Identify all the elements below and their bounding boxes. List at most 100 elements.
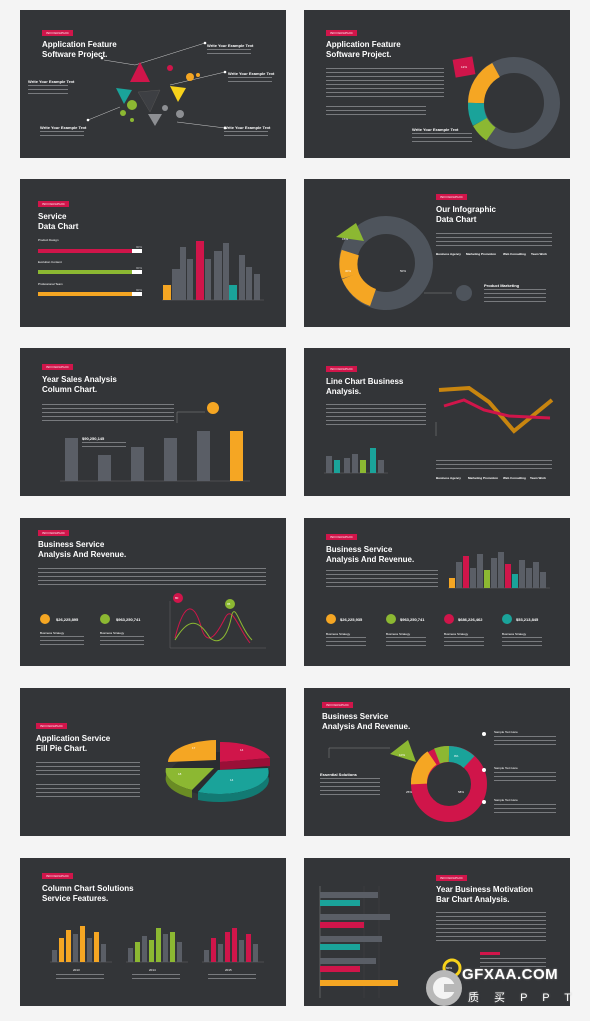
value-4: $53,213,845 [516,617,539,622]
donut-pct-3: 15% [342,237,349,241]
value-label: $90,250,145 [82,436,105,441]
badge-1: 80 [175,596,179,600]
slide-title: Business Service Analysis And Revenue. [38,540,126,560]
tag-badge: INFOGRAPHIC [42,364,74,370]
grouped-column-chart [50,926,264,963]
year-3-text [208,974,256,982]
column-chart [162,241,264,301]
caption-text [412,133,472,143]
slide-title: Application Feature Software Project. [326,40,401,60]
label-3-text [228,77,272,84]
title-line-2: Software Project. [326,50,392,59]
body-text [36,762,140,776]
title-line-1: Application Feature [42,40,117,49]
item-title-1: Sample Text Here [494,730,518,734]
label-3: Write Your Example Text [228,71,275,76]
donut-chart [452,56,560,149]
col-label-1: Business Agency [436,252,461,256]
badge-2: 95 [227,602,231,606]
bar-label-1: Product Design [38,238,59,242]
item-title-2: Sample Text Here [494,766,518,770]
slide-7[interactable]: INFOGRAPHIC Business Service Analysis An… [20,518,286,666]
slice-label-3: 14 [230,778,234,782]
slide-title: Line Chart Business Analysis. [326,377,403,397]
sub-1: Business Strategy [326,632,351,636]
pct-small: 12% [461,65,468,69]
sub-3: Business Strategy [444,632,469,636]
title-line-1: Our Infographic [436,205,496,214]
red-dot [444,614,454,624]
slide-9[interactable]: INFOGRAPHIC Application Service Fill Pie… [20,688,286,836]
col-label-4: Team Work [531,252,547,256]
slide-6[interactable]: INFOGRAPHIC Line Chart Business Analysis… [304,348,570,496]
slide-8[interactable]: INFOGRAPHIC Business Service Analysis An… [304,518,570,666]
line-chart [169,593,266,649]
slide-title: Business Service Analysis And Revenue. [322,712,410,732]
slide-5[interactable]: INFOGRAPHIC Year Sales Analysis Column C… [20,348,286,496]
sub-2: Business Strategy [100,631,125,635]
feature-title: Product Marketing [484,283,520,288]
sub-3-text [444,637,484,647]
body-text [38,568,266,586]
triangle-infographic [86,41,227,130]
orange-dot [326,614,336,624]
col-label-2: Marketing Promotion [466,252,497,256]
slice-label-1: 17 [192,746,196,750]
value-2: $963,250,741 [400,617,425,622]
gauge-label: 60% [446,966,453,970]
body-text-2 [326,106,426,118]
item-text-2 [494,772,556,784]
green-dot [386,614,396,624]
label-5-text [224,131,268,138]
tag-badge: INFOGRAPHIC [326,30,358,36]
feature-text [484,289,546,303]
slide-1[interactable]: INFOGRAPHIC Application Feature Software… [20,10,286,158]
bar-pct-3: 90% [136,288,143,292]
slide-10[interactable]: INFOGRAPHIC Business Service Analysis An… [304,688,570,836]
value-1: $26,225,935 [340,617,363,622]
bar-caption [480,958,546,970]
bar-pct-1: 90% [136,245,143,249]
body-text [42,404,174,422]
body-text [326,570,438,590]
tag-badge: INFOGRAPHIC [42,30,74,36]
feature-text [320,778,380,798]
tag-badge: INFOGRAPHIC [42,873,74,879]
label-2-text [28,85,68,95]
value-2: $963,250,741 [116,617,141,622]
progress-bar-1 [38,249,142,253]
title-line-2: Analysis. [326,387,362,396]
donut-pct-2: 9% [454,754,459,758]
slide-title: Column Chart Solutions Service Features. [42,884,134,904]
watermark-brand: GFXAA.COM [462,966,559,983]
progress-bar-2 [38,270,142,274]
title-line-1: Year Business Motivation [436,885,533,894]
feature-title: Essential Solutions [320,772,357,777]
tag-badge: INFOGRAPHIC [436,194,468,200]
body-text [436,233,552,249]
title-line-2: Data Chart [38,222,79,231]
donut-pct-4: 58% [458,790,465,794]
label-1: Write Your Example Text [207,43,254,48]
tag-badge: INFOGRAPHIC [436,875,468,881]
slide-3[interactable]: INFOGRAPHIC Service Data Chart Product D… [20,179,286,327]
slice-label-2: 14 [240,748,244,752]
tag-badge: INFOGRAPHIC [38,201,70,207]
slide-2[interactable]: INFOGRAPHIC Application Feature Software… [304,10,570,158]
slice-label-4: 18 [178,772,182,776]
slide-4[interactable]: INFOGRAPHIC Our Infographic Data Chart B… [304,179,570,327]
body-text-2 [36,784,140,798]
year-1-text [56,974,104,982]
sub-1: Business Strategy [40,631,65,635]
label-1-text [207,49,251,56]
slide-11[interactable]: INFOGRAPHIC Column Chart Solutions Servi… [20,858,286,1006]
green-dot [100,614,110,624]
donut-pct-1: 10% [399,753,406,757]
tag-badge: INFOGRAPHIC [322,702,354,708]
title-line-2: Bar Chart Analysis. [436,895,510,904]
sub-4-text [502,637,542,647]
year-2: 2014 [149,968,156,972]
item-text-1 [494,736,556,748]
title-line-2: Fill Pie Chart. [36,744,88,753]
bar-pct-2: 90% [136,266,143,270]
